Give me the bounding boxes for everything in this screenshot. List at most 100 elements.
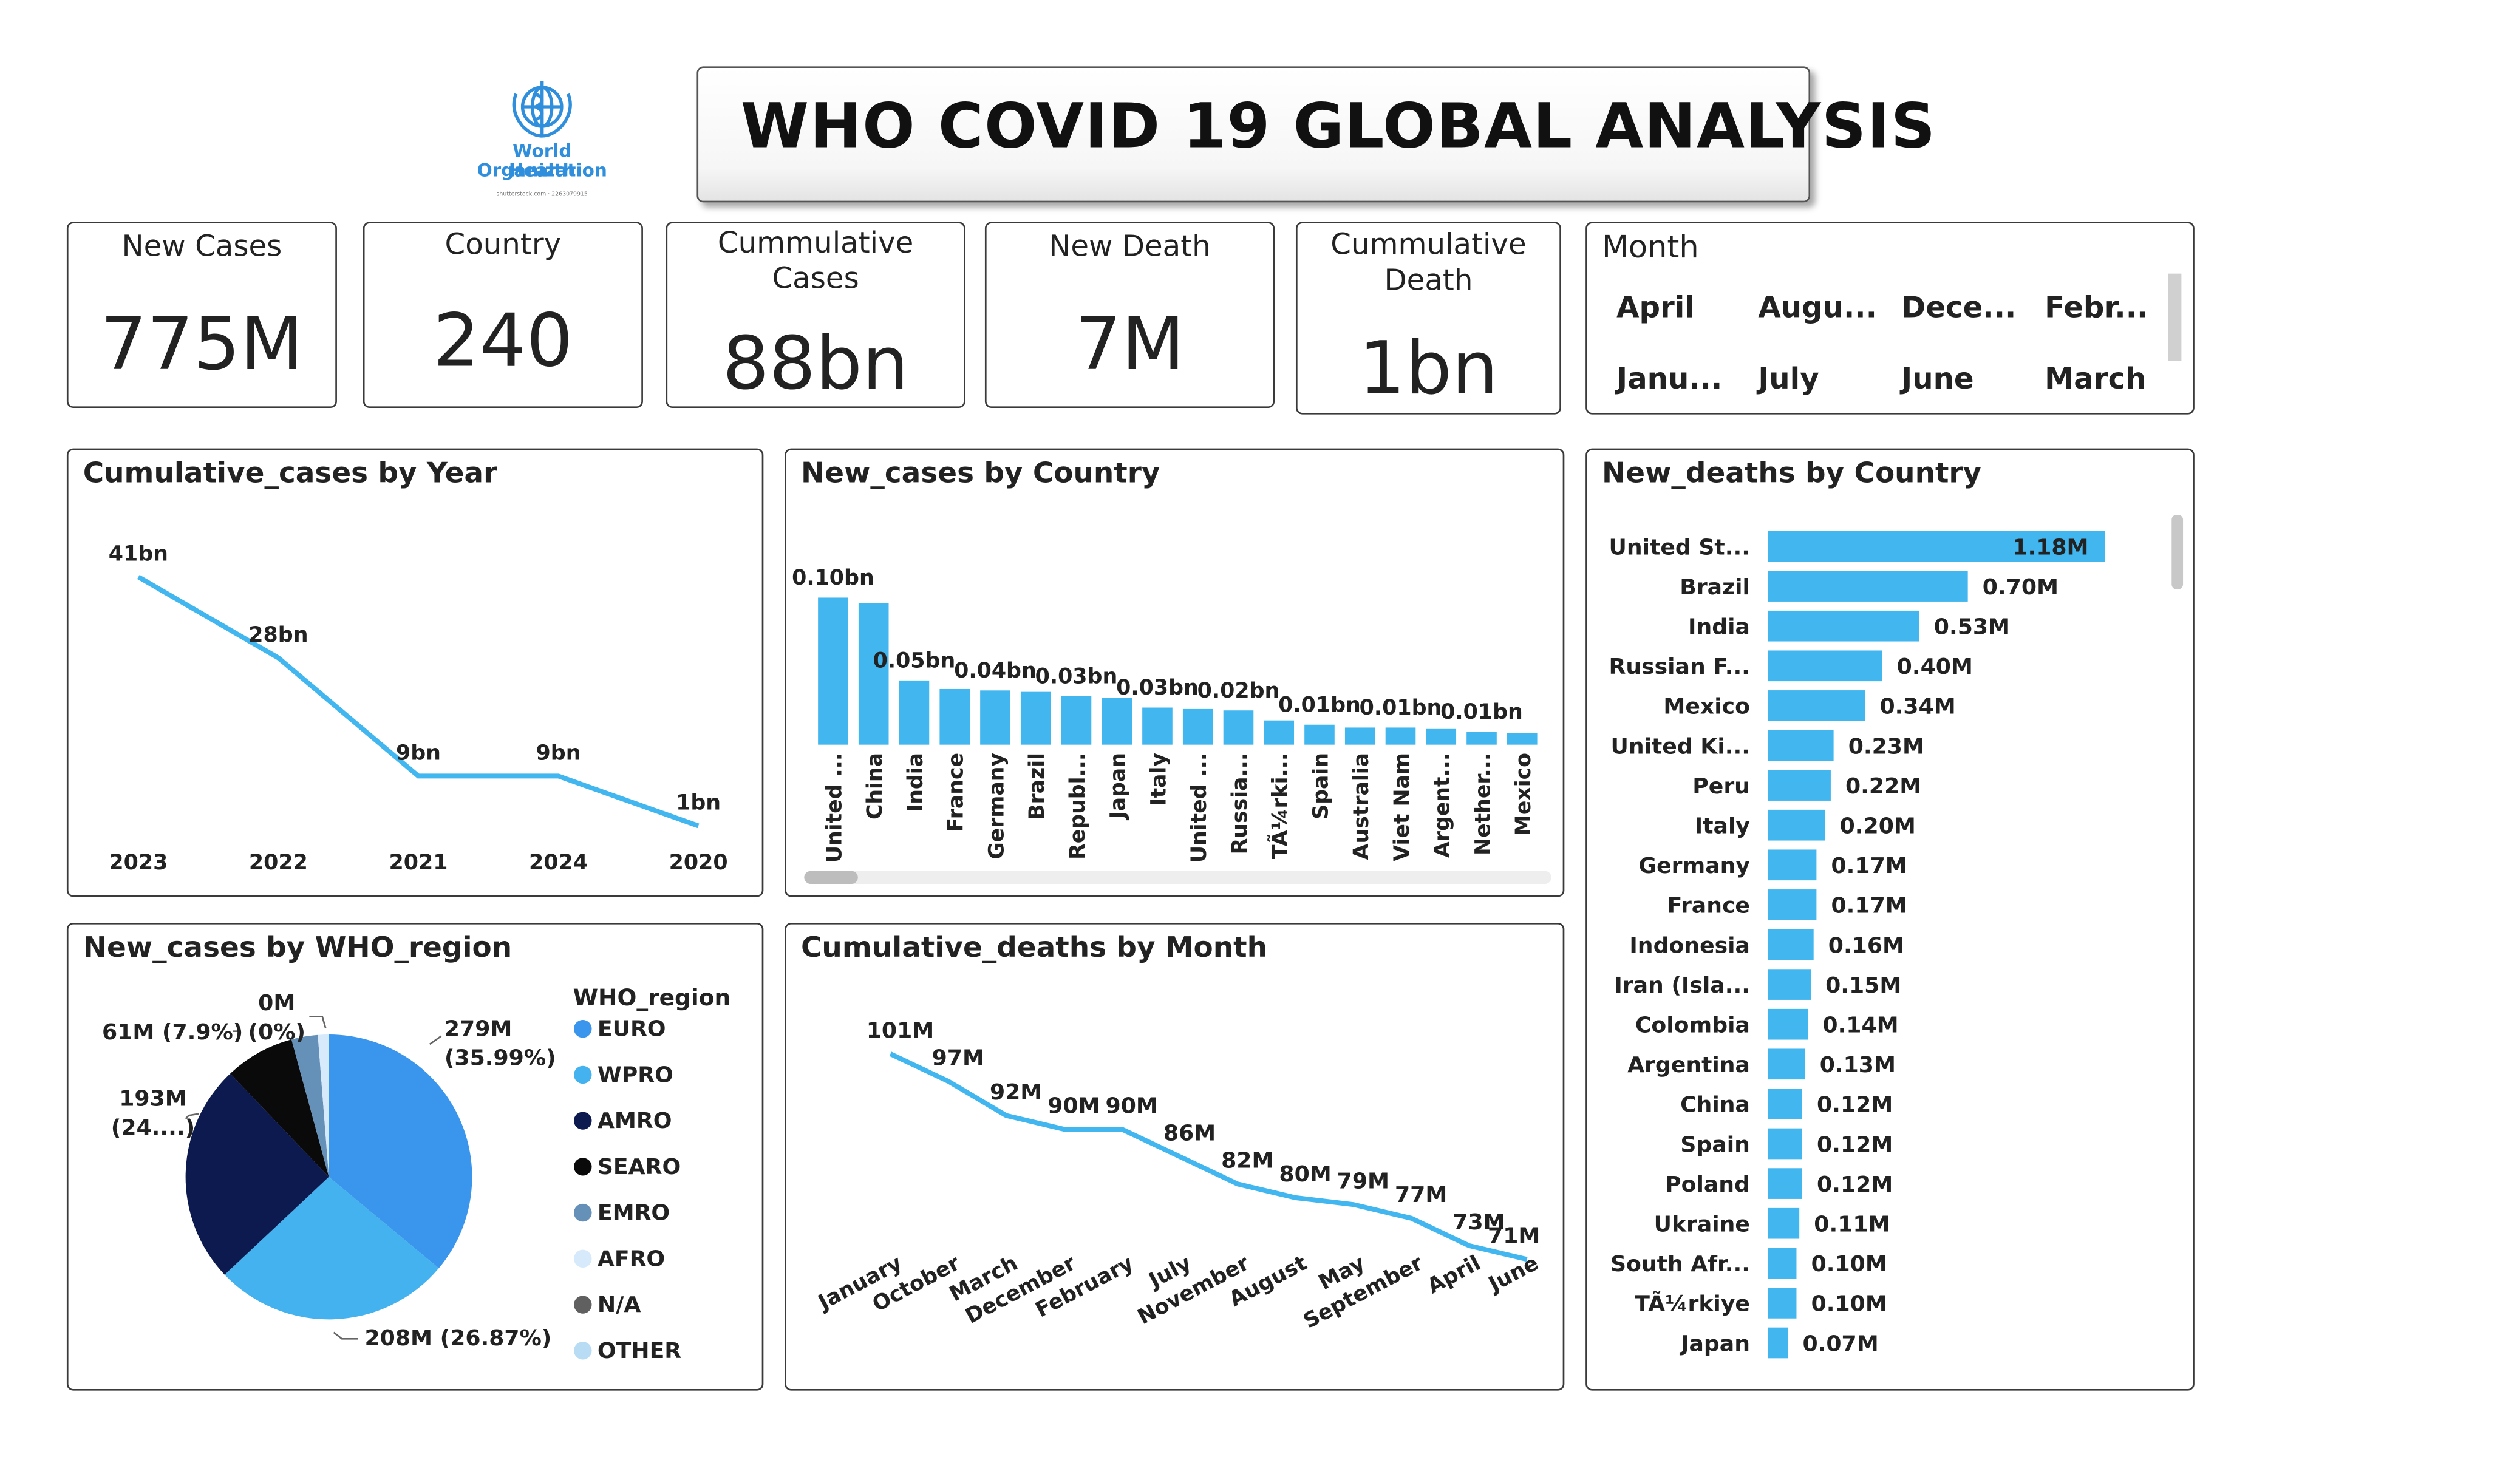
kpi-value: 88bn bbox=[722, 321, 909, 407]
y-tick-label: TÃ¼rkiye bbox=[1635, 1291, 1750, 1317]
data-label: 193M bbox=[119, 1085, 187, 1111]
kpi-value: 1bn bbox=[1358, 325, 1499, 412]
data-label: 0.34M bbox=[1879, 694, 1955, 719]
chart-cumulative-cases-year: 41bn 2023 28bn 2022 9bn 2021 9bn 2024 1bn 2020 bbox=[109, 542, 728, 875]
series-line bbox=[137, 574, 700, 829]
slicer-item-january[interactable]: Janu... bbox=[1616, 362, 1723, 397]
data-point bbox=[890, 1053, 891, 1055]
x-tick-label: Viet Nam bbox=[1390, 753, 1414, 861]
data-label: 0.15M bbox=[1825, 973, 1901, 998]
bar bbox=[1768, 809, 1825, 841]
horizontal-scrollbar[interactable] bbox=[804, 871, 1551, 884]
data-label: 90M bbox=[1106, 1093, 1158, 1119]
bar bbox=[1768, 730, 1834, 761]
slicer-item-july[interactable]: July bbox=[1758, 362, 1819, 397]
bar bbox=[1768, 929, 1814, 960]
data-label: 79M bbox=[1337, 1169, 1389, 1194]
x-tick-label: 2024 bbox=[529, 851, 588, 875]
pie-slice bbox=[318, 1034, 329, 1177]
chart-new-cases-region: 279M (35.99%) 208M (26.87%) 193M (24....) 61M… bbox=[102, 984, 730, 1364]
scrollbar-thumb[interactable] bbox=[804, 871, 858, 884]
slicer-title: Month bbox=[1601, 229, 1699, 266]
legend-marker bbox=[574, 1112, 592, 1130]
vertical-scrollbar[interactable] bbox=[2171, 515, 2184, 589]
x-tick-label: April bbox=[1423, 1251, 1485, 1299]
x-tick-label: Russia... bbox=[1228, 753, 1252, 854]
panel-new-cases-region: New_cases by WHO_region 279M (35.99%) 208M… bbox=[66, 923, 764, 1391]
data-label: 0.10bn bbox=[792, 566, 874, 590]
data-label: 1.18M bbox=[2012, 534, 2088, 560]
bar bbox=[1020, 691, 1051, 745]
page-title: WHO COVID 19 GLOBAL ANALYSIS bbox=[740, 90, 1936, 162]
slicer-item-august[interactable]: Augu... bbox=[1758, 291, 1877, 325]
x-tick-label: Germany bbox=[984, 753, 1009, 860]
y-tick-label: Indonesia bbox=[1629, 932, 1750, 958]
y-tick-label: Italy bbox=[1695, 813, 1750, 839]
bar bbox=[1768, 571, 1968, 602]
who-logo: World Health Organization shutterstock.c… bbox=[477, 71, 607, 207]
slicer-item-february[interactable]: Febr... bbox=[2045, 291, 2148, 325]
bar bbox=[1061, 696, 1092, 745]
x-tick-label: Argent... bbox=[1431, 753, 1455, 858]
data-label: 28bn bbox=[248, 623, 308, 647]
data-label: 0.05bn bbox=[873, 649, 956, 673]
bar bbox=[858, 603, 889, 745]
y-tick-label: India bbox=[1688, 614, 1750, 640]
kpi-cumulative-cases[interactable]: Cummulative Cases 88bn bbox=[666, 222, 965, 408]
legend-entry: AMRO bbox=[598, 1108, 672, 1133]
bar bbox=[1426, 728, 1457, 745]
slicer-item-april[interactable]: April bbox=[1616, 291, 1695, 325]
bar bbox=[1768, 1008, 1808, 1040]
kpi-new-cases[interactable]: New Cases 775M bbox=[66, 222, 337, 408]
data-label: (0%) bbox=[248, 1019, 305, 1045]
data-label: 0.40M bbox=[1897, 654, 1973, 679]
x-tick-label: TÃ¼rki... bbox=[1267, 753, 1293, 859]
bar bbox=[1102, 698, 1132, 745]
chart-new-deaths-country: United St... 1.18M Brazil 0.70M India 0.53M Ru… bbox=[1609, 531, 2105, 1359]
x-tick-label: Australia bbox=[1349, 753, 1374, 860]
kpi-label: Cummulative Death bbox=[1330, 228, 1527, 298]
panel-cumulative-cases-year: Cumulative_cases by Year 41bn 2023 28bn 202… bbox=[66, 448, 764, 897]
bar bbox=[1142, 707, 1173, 745]
y-tick-label: China bbox=[1680, 1092, 1750, 1118]
kpi-new-death[interactable]: New Death 7M bbox=[984, 222, 1275, 408]
bar bbox=[1768, 889, 1817, 920]
data-label: 0.12M bbox=[1817, 1092, 1893, 1118]
kpi-cumulative-death[interactable]: Cummulative Death 1bn bbox=[1295, 222, 1561, 415]
y-tick-label: Russian F... bbox=[1609, 654, 1749, 679]
slicer-item-march[interactable]: March bbox=[2045, 362, 2147, 397]
legend-marker bbox=[574, 1065, 592, 1084]
legend-entry: WPRO bbox=[598, 1062, 673, 1087]
data-label: 9bn bbox=[536, 741, 581, 766]
x-tick-label: Mexico bbox=[1511, 753, 1536, 836]
legend-marker bbox=[574, 1342, 592, 1360]
bar bbox=[1768, 1168, 1802, 1199]
x-tick-label: Brazil bbox=[1025, 753, 1049, 820]
data-label: 71M bbox=[1488, 1223, 1540, 1249]
bar bbox=[1768, 1207, 1800, 1239]
legend-entry: SEARO bbox=[598, 1154, 681, 1180]
chart-cumulative-deaths-month: 101MJanuary97MOctober92MMarch90MDecember… bbox=[814, 1017, 1543, 1333]
bar bbox=[1344, 727, 1375, 745]
bar bbox=[818, 597, 848, 745]
data-label: 0.12M bbox=[1817, 1172, 1893, 1197]
data-label: 61M (7.9%) bbox=[102, 1019, 243, 1045]
data-label: 0.01bn bbox=[1278, 693, 1361, 717]
data-label: 90M bbox=[1047, 1093, 1100, 1119]
legend-entry: N/A bbox=[598, 1292, 641, 1317]
bar bbox=[1466, 732, 1497, 745]
slicer-item-december[interactable]: Dece... bbox=[1901, 291, 2017, 325]
kpi-country[interactable]: Country 240 bbox=[363, 222, 643, 408]
leader-line bbox=[333, 1331, 358, 1340]
x-tick-label: 2021 bbox=[389, 851, 448, 875]
pie-slice bbox=[230, 1039, 329, 1177]
slicer-scrollbar[interactable] bbox=[2168, 273, 2182, 361]
chart-new-cases-country: 0.10bn United ... China 0.05bn India France 0.… bbox=[792, 566, 1538, 863]
data-label: 0.53M bbox=[1934, 614, 2010, 640]
slicer-item-june[interactable]: June bbox=[1901, 362, 1974, 397]
data-label: 0.02bn bbox=[1197, 679, 1280, 703]
data-label: 82M bbox=[1221, 1148, 1273, 1173]
title-banner: WHO COVID 19 GLOBAL ANALYSIS bbox=[696, 66, 1935, 203]
data-label: 1bn bbox=[676, 791, 721, 815]
data-label: 0.22M bbox=[1845, 773, 1921, 799]
